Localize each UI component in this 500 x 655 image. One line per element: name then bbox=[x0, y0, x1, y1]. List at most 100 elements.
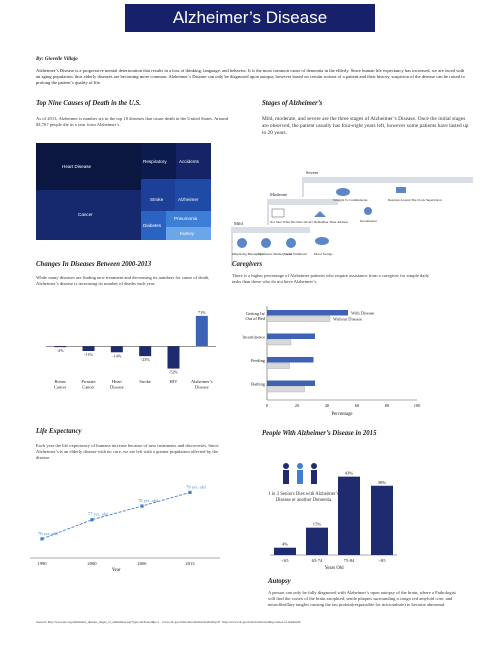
tick-label: 20 bbox=[295, 403, 300, 408]
data-label: -14% bbox=[112, 353, 122, 358]
severe-item-2: Incontinence bbox=[360, 219, 378, 223]
people-icons bbox=[283, 463, 317, 484]
category-label: Heart bbox=[112, 379, 123, 384]
category-label: Incontinence bbox=[242, 335, 265, 340]
x-axis-label: Years Old bbox=[324, 566, 344, 571]
data-point bbox=[188, 490, 192, 494]
category-label: Bathing bbox=[251, 382, 266, 387]
tile-label-diabetes: Diabetes bbox=[143, 223, 162, 228]
data-label: 78 yrs. old bbox=[138, 498, 158, 503]
bar bbox=[267, 357, 314, 363]
changes-chart: -2%BreastCancer-11%ProstateCancer-14%Hea… bbox=[46, 310, 216, 390]
autopsy-heading: Autopsy bbox=[268, 578, 291, 585]
author-line: By: Giovelle Villajo bbox=[36, 56, 78, 62]
treemap-diabetes: Diabetes bbox=[141, 211, 166, 240]
people-chart: 4% <65 15% 65-74 43% 75-84 38% >85 Years Old bbox=[270, 471, 397, 571]
life-heading: Life Expectancy bbox=[36, 428, 82, 435]
tile-label-alzheimer: Alzheimer bbox=[178, 197, 199, 202]
data-point bbox=[90, 518, 94, 522]
mild-item-0: Misplacing Belongings bbox=[232, 252, 263, 256]
data-label: 76 yrs. old bbox=[38, 531, 58, 536]
mild-item-1: Confusion/ Memory Loss bbox=[258, 252, 293, 256]
person-icon bbox=[283, 463, 289, 484]
stages-heading: Stages of Alzheimer’s bbox=[262, 100, 323, 107]
bar bbox=[110, 346, 123, 353]
person-icon bbox=[297, 463, 303, 484]
data-label: -23% bbox=[141, 357, 151, 362]
tile-label-kidney: Kidney bbox=[180, 231, 195, 236]
tile-label-respiratory: Respiratory bbox=[143, 159, 167, 164]
category-label: Disease bbox=[110, 385, 124, 390]
house-icon bbox=[314, 211, 326, 217]
treemap-cancer: Cancer bbox=[36, 190, 141, 240]
calendar-icon bbox=[271, 208, 285, 218]
stair-severe bbox=[303, 177, 473, 183]
people-heading: People With Alzheimer’s Disease in 2015 bbox=[262, 430, 377, 437]
stages-text: Mild, moderate, and severe are the three… bbox=[262, 116, 469, 136]
mild-item-2: Social Withdrawl bbox=[284, 252, 307, 256]
person-icon bbox=[286, 238, 296, 248]
tick-label: 2013 bbox=[185, 561, 195, 566]
clock-icon bbox=[396, 187, 406, 193]
legend-entry: With Disease bbox=[351, 311, 374, 316]
data-label: 79 yrs. old bbox=[186, 484, 206, 489]
bar bbox=[266, 339, 292, 346]
category-label: Feeding bbox=[251, 358, 266, 363]
bar bbox=[266, 386, 305, 393]
stage-mild-label: Mild bbox=[234, 221, 244, 226]
tick-label: 2006 bbox=[137, 561, 147, 566]
moderate-item-0: Not Sure What The Date Is bbox=[270, 220, 307, 224]
data-label: 4% bbox=[282, 542, 288, 547]
tile-label-accidents: Accidents bbox=[179, 159, 199, 164]
sources: Sources: http://www.alz.org/alzheimers_d… bbox=[36, 620, 301, 624]
bar bbox=[338, 476, 360, 555]
category-label: Out of Bed bbox=[245, 316, 265, 321]
changes-text: While many diseases are finding new trea… bbox=[36, 275, 210, 286]
category-label: HIV bbox=[170, 379, 179, 384]
tick-label: 75-84 bbox=[344, 558, 355, 563]
data-label: 71% bbox=[198, 310, 206, 315]
brain-icon bbox=[336, 188, 350, 196]
severe-item-0: Struggle To Communicate bbox=[333, 198, 368, 202]
tile-label-cancer: Cancer bbox=[78, 212, 93, 217]
keys-icon bbox=[237, 238, 247, 248]
stages-staircase: Mild Moderate Severe Struggle To Communi… bbox=[231, 170, 473, 267]
bar bbox=[267, 380, 315, 386]
category-label: Prostate bbox=[81, 379, 95, 384]
caregivers-chart: 0 20 40 60 80 100 Percentage Getting In/Out of … bbox=[242, 306, 421, 417]
bar bbox=[139, 346, 152, 357]
series-line bbox=[41, 491, 191, 540]
bar bbox=[266, 362, 290, 369]
bar bbox=[267, 333, 315, 339]
cloud-icon bbox=[315, 237, 329, 245]
caregivers-text: There is a higher percentage of Alzheime… bbox=[232, 273, 430, 284]
category-label: Getting In/ bbox=[246, 311, 266, 316]
data-label: 43% bbox=[345, 471, 354, 476]
mild-item-3: Mood Swings bbox=[314, 252, 333, 256]
tick-label: <65 bbox=[281, 558, 289, 563]
bar bbox=[306, 527, 328, 555]
autopsy-text: A person can only be fully diagnosed wit… bbox=[268, 590, 456, 607]
data-label: 15% bbox=[313, 522, 322, 527]
causes-treemap: Heart Disease Cancer Respiratory Acciden… bbox=[36, 143, 211, 240]
stair-mild bbox=[232, 227, 310, 233]
stage-moderate-label: Moderate bbox=[270, 192, 287, 197]
treemap-heart-disease: Heart Disease bbox=[36, 143, 141, 190]
data-point bbox=[40, 537, 44, 541]
life-chart: 76 yrs. old 1990 77 yrs. old 2000 78 yrs. ol… bbox=[30, 484, 220, 573]
causes-text: As of 2013, Alzheimer is number six in t… bbox=[36, 116, 229, 127]
category-label: Disease bbox=[195, 385, 209, 390]
bar bbox=[267, 310, 348, 316]
category-label: Alzheimer’s bbox=[191, 379, 213, 384]
treemap-kidney: Kidney bbox=[166, 227, 211, 240]
category-label: Breast bbox=[55, 379, 67, 384]
causes-heading: Top Nine Causes of Death in the U.S. bbox=[36, 100, 141, 107]
person-icon bbox=[311, 463, 317, 484]
moderate-item-1: Can’t Remember Their Address bbox=[306, 220, 349, 224]
treemap-alzheimer: Alzheimer bbox=[175, 179, 211, 211]
changes-heading: Changes In Diseases Between 2000-2013 bbox=[36, 261, 152, 268]
intro-paragraph: Alzheimer’s Disease is a progressive men… bbox=[36, 68, 465, 85]
legend-entry: Without Disease bbox=[333, 317, 362, 322]
tick-label: 80 bbox=[385, 403, 390, 408]
caregivers-heading: Caregivers bbox=[232, 261, 263, 268]
